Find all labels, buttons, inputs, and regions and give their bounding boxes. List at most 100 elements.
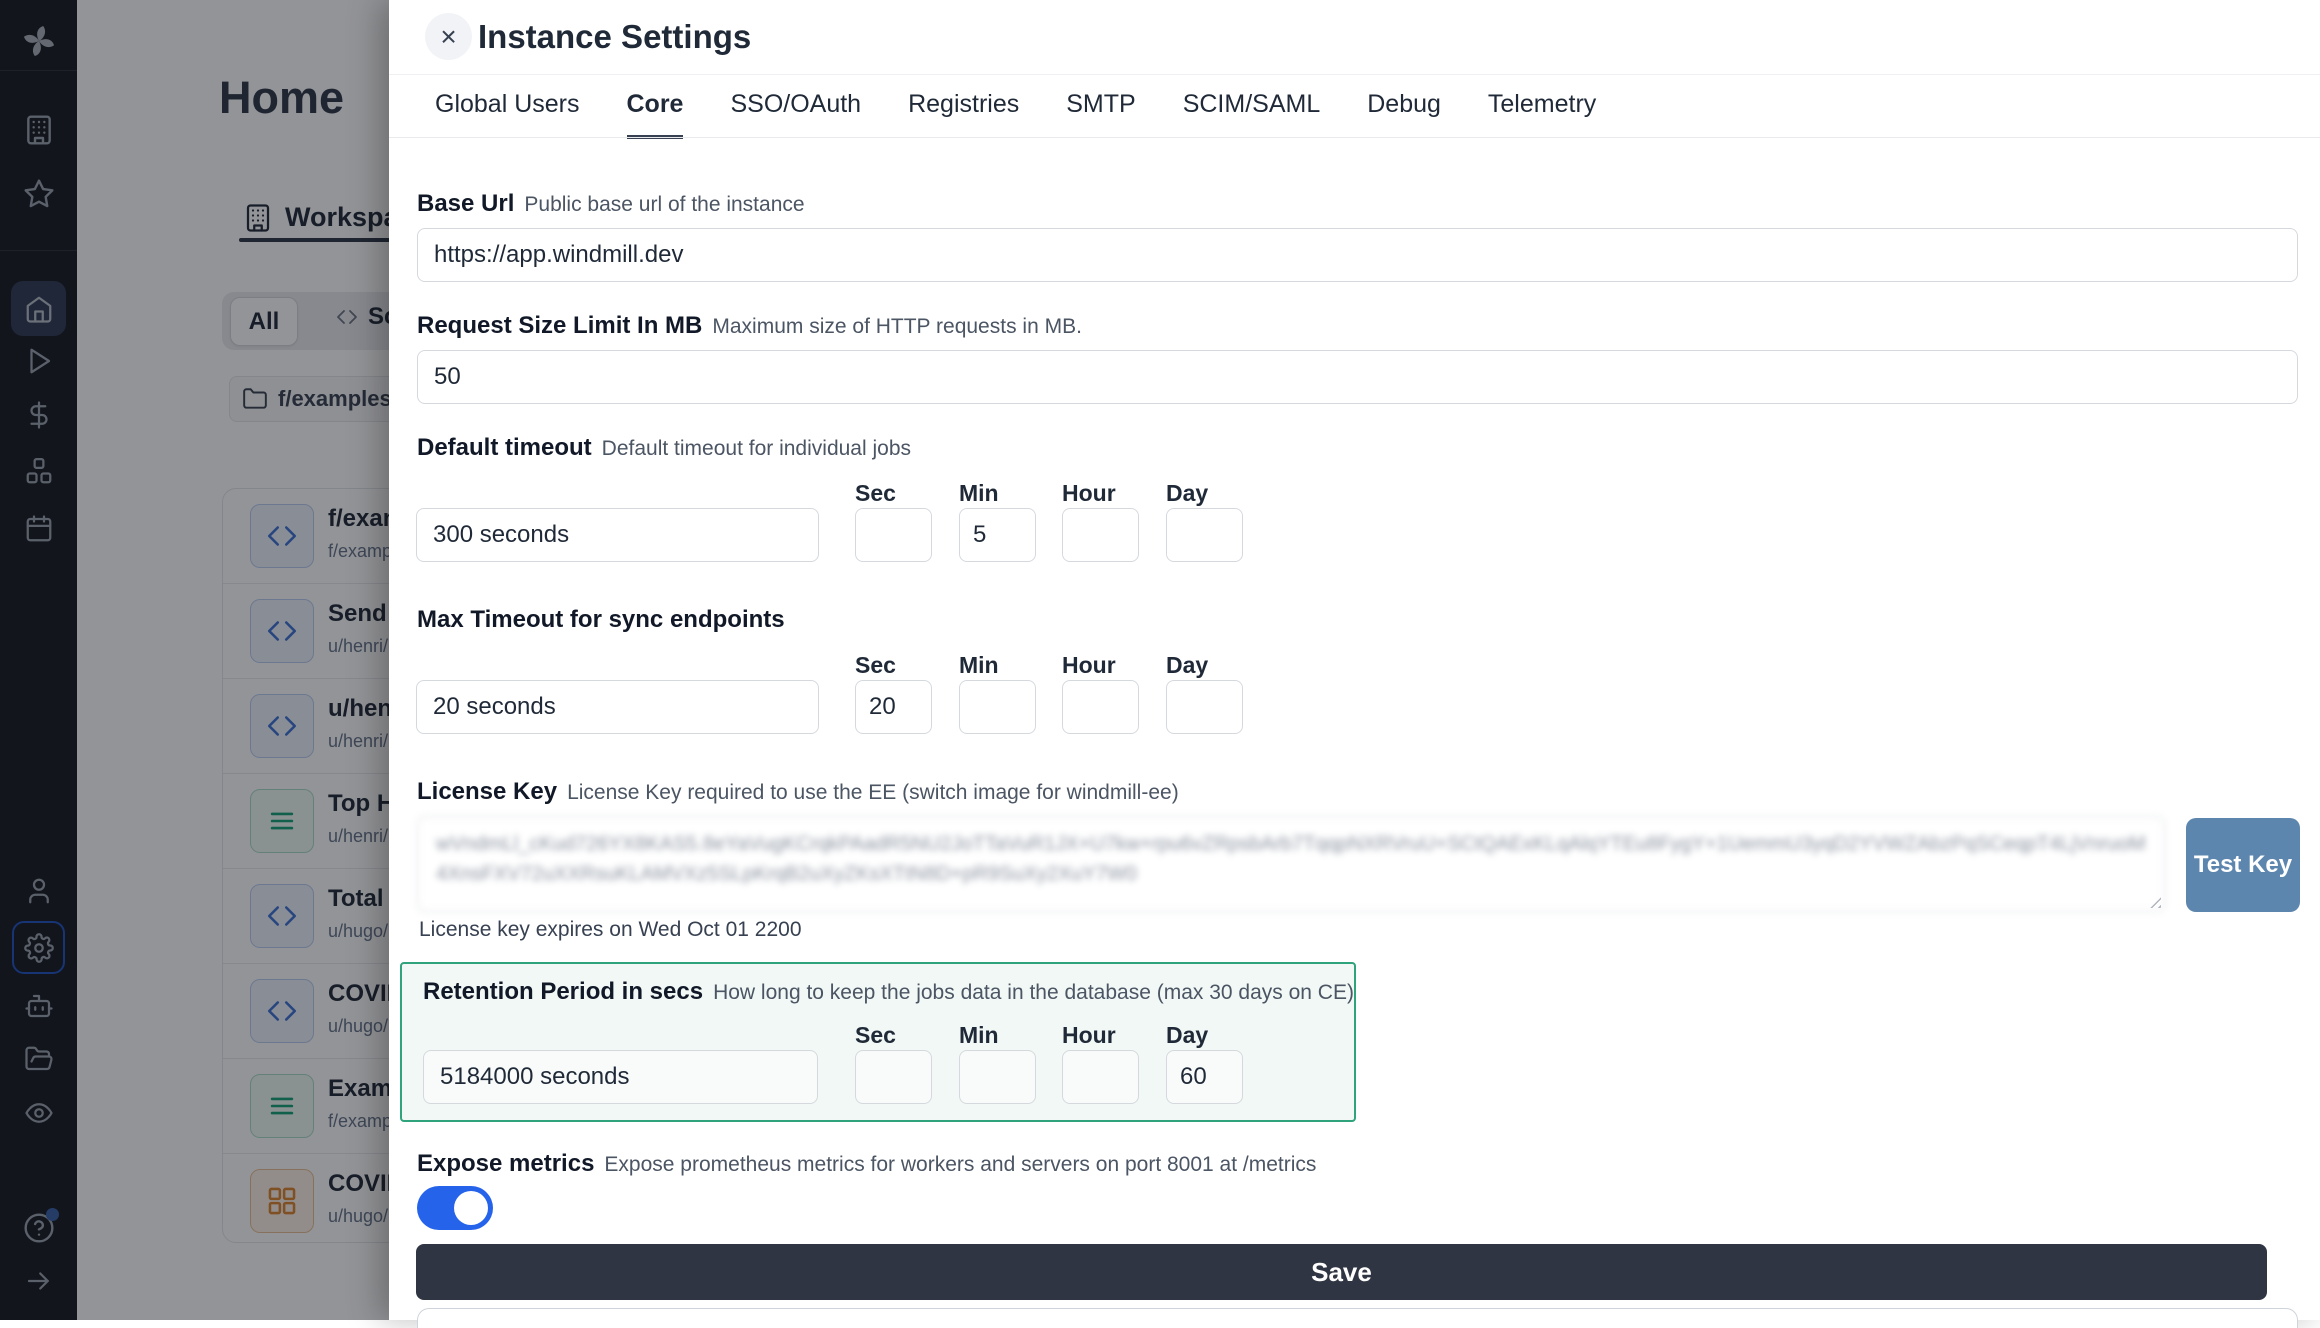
flow-icon	[250, 789, 314, 853]
max-timeout-day-input[interactable]	[1166, 680, 1243, 734]
tab-debug[interactable]: Debug	[1367, 90, 1441, 118]
sidebar-expand-button[interactable]	[24, 1266, 54, 1296]
tab-telemetry[interactable]: Telemetry	[1487, 90, 1597, 118]
retention-day-input[interactable]	[1166, 1050, 1243, 1104]
star-icon	[23, 178, 55, 210]
retention-input[interactable]	[423, 1050, 818, 1104]
min-header: Min	[959, 652, 999, 678]
expose-metrics-toggle[interactable]	[417, 1186, 493, 1230]
retention-min-input[interactable]	[959, 1050, 1036, 1104]
sidebar-item-audit-logs[interactable]	[24, 1098, 54, 1128]
default-timeout-min-input[interactable]	[959, 508, 1036, 562]
flow-icon	[250, 1074, 314, 1138]
windmill-logo[interactable]	[18, 20, 60, 62]
min-header: Min	[959, 480, 999, 506]
user-icon	[24, 876, 54, 906]
hour-header: Hour	[1062, 652, 1116, 678]
building-icon	[243, 203, 273, 233]
tab-workspace[interactable]: Workspa	[243, 202, 399, 233]
max-timeout-sec-input[interactable]	[855, 680, 932, 734]
max-timeout-label: Max Timeout for sync endpoints	[417, 606, 785, 633]
sidebar-item-user[interactable]	[24, 876, 54, 906]
sidebar-item-instance-settings[interactable]	[12, 921, 65, 974]
dollar-icon	[24, 400, 54, 430]
max-timeout-min-input[interactable]	[959, 680, 1036, 734]
sec-header: Sec	[855, 652, 896, 678]
tab-scim-saml[interactable]: SCIM/SAML	[1182, 90, 1321, 118]
sidebar-item-workspaces[interactable]	[23, 114, 55, 146]
license-key-label: License Key	[417, 778, 558, 805]
page-title: Home	[219, 72, 345, 123]
sec-header: Sec	[855, 1022, 896, 1048]
default-timeout-day-input[interactable]	[1166, 508, 1243, 562]
min-header: Min	[959, 1022, 999, 1048]
default-timeout-label: Default timeout	[417, 434, 592, 461]
retention-hour-input[interactable]	[1062, 1050, 1139, 1104]
tabs-divider	[389, 137, 2320, 138]
day-header: Day	[1166, 1022, 1209, 1048]
item-path: u/hugo/	[328, 1016, 389, 1036]
license-key-textarea[interactable]: wVndmLl_cKud726YX8KAS5.8eYaVugKCrqkPAadR…	[417, 816, 2165, 912]
boxes-icon	[24, 456, 54, 486]
sidebar-item-variables[interactable]	[24, 400, 54, 430]
max-timeout-input[interactable]	[416, 680, 819, 734]
header-divider	[389, 74, 2320, 75]
default-timeout-description: Default timeout for individual jobs	[601, 437, 912, 460]
sidebar-item-folders[interactable]	[24, 1044, 54, 1074]
notification-dot	[45, 1208, 59, 1221]
request-size-description: Maximum size of HTTP requests in MB.	[712, 315, 1082, 338]
base-url-input[interactable]	[417, 228, 2298, 282]
day-header: Day	[1166, 652, 1209, 678]
filter-all-button[interactable]: All	[230, 297, 298, 346]
list-item[interactable]: COVID u/hugo/	[223, 1153, 643, 1242]
folder-open-icon	[24, 1044, 54, 1074]
save-button[interactable]: Save	[416, 1244, 2267, 1300]
sidebar-item-schedules[interactable]	[24, 514, 54, 544]
sidebar	[0, 0, 77, 1320]
max-timeout-label-row: Max Timeout for sync endpoints	[417, 606, 785, 634]
tab-smtp[interactable]: SMTP	[1066, 90, 1136, 118]
eye-icon	[24, 1098, 54, 1128]
retention-sec-input[interactable]	[855, 1050, 932, 1104]
default-timeout-sec-input[interactable]	[855, 508, 932, 562]
code-icon	[335, 305, 359, 329]
active-tab-underline	[239, 238, 409, 242]
base-url-description: Public base url of the instance	[524, 193, 805, 216]
tab-global-users[interactable]: Global Users	[435, 90, 580, 118]
script-icon	[250, 504, 314, 568]
close-button[interactable]: ×	[425, 13, 472, 60]
list-item[interactable]: Top HN u/henri/	[223, 773, 643, 868]
sidebar-item-workers[interactable]	[24, 991, 54, 1021]
max-timeout-hour-input[interactable]	[1062, 680, 1139, 734]
list-item[interactable]: f/exam f/examp	[223, 489, 643, 583]
tab-sso-oauth[interactable]: SSO/OAuth	[730, 90, 862, 118]
sidebar-item-runs[interactable]	[24, 346, 54, 376]
sidebar-item-home[interactable]	[11, 281, 66, 336]
default-timeout-label-row: Default timeout Default timeout for indi…	[417, 434, 911, 462]
sidebar-item-favorites[interactable]	[23, 178, 55, 210]
close-icon: ×	[440, 20, 457, 52]
script-icon	[250, 599, 314, 663]
test-key-button[interactable]: Test Key	[2186, 818, 2300, 912]
sidebar-item-help[interactable]	[23, 1208, 59, 1244]
default-timeout-hour-input[interactable]	[1062, 508, 1139, 562]
sec-header: Sec	[855, 480, 896, 506]
sidebar-item-resources[interactable]	[24, 456, 54, 486]
license-expires-text: License key expires on Wed Oct 01 2200	[419, 918, 802, 941]
script-icon	[250, 694, 314, 758]
robot-icon	[24, 991, 54, 1021]
tab-registries[interactable]: Registries	[908, 90, 1020, 118]
gear-icon	[23, 932, 54, 963]
building-icon	[23, 114, 55, 146]
tab-core[interactable]: Core	[626, 90, 684, 139]
item-path: u/henri/	[328, 731, 389, 751]
item-path: u/hugo/	[328, 1206, 389, 1226]
app-grid-icon	[250, 1169, 314, 1233]
help-icon	[23, 1208, 59, 1244]
list-item[interactable]: Examp f/examp	[223, 1058, 643, 1153]
license-key-description: License Key required to use the EE (swit…	[567, 781, 1179, 804]
retention-label-row: Retention Period in secs How long to kee…	[423, 978, 1354, 1006]
default-timeout-input[interactable]	[416, 508, 819, 562]
expose-metrics-label-row: Expose metrics Expose prometheus metrics…	[417, 1150, 1316, 1178]
request-size-input[interactable]	[417, 350, 2298, 404]
